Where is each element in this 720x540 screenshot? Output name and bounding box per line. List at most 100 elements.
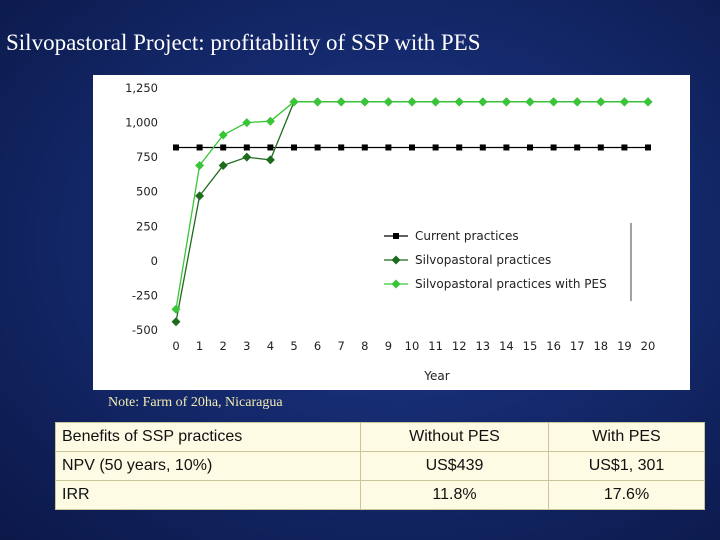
data-point xyxy=(196,144,203,151)
x-tick-label: 10 xyxy=(405,339,420,353)
data-point xyxy=(195,191,205,201)
data-point xyxy=(173,144,179,151)
y-tick-label: -250 xyxy=(132,288,158,302)
table-cell: Benefits of SSP practices xyxy=(55,422,361,452)
x-tick-label: 3 xyxy=(243,339,250,353)
data-point xyxy=(291,144,297,151)
data-point xyxy=(501,97,511,107)
legend-marker xyxy=(391,279,401,289)
table-cell: Without PES xyxy=(360,422,549,452)
x-tick-label: 8 xyxy=(361,339,368,353)
data-point xyxy=(454,97,464,107)
data-point xyxy=(385,144,392,151)
table-cell: With PES xyxy=(548,422,705,452)
x-tick-label: 13 xyxy=(475,339,490,353)
table-row: NPV (50 years, 10%) US$439 US$1, 301 xyxy=(55,451,705,481)
data-point xyxy=(243,144,250,151)
x-tick-label: 2 xyxy=(220,339,227,353)
summary-table: Benefits of SSP practices Without PES Wi… xyxy=(55,422,705,510)
data-point xyxy=(360,97,370,107)
legend-marker xyxy=(391,255,401,265)
table-cell: IRR xyxy=(55,480,361,510)
data-point xyxy=(478,97,488,107)
table-cell: 11.8% xyxy=(360,480,549,510)
x-axis-label: Year xyxy=(423,369,449,383)
data-point xyxy=(572,97,582,107)
legend-label: Current practices xyxy=(415,229,519,243)
data-point xyxy=(645,144,651,151)
x-tick-label: 16 xyxy=(546,339,561,353)
y-tick-label: 0 xyxy=(151,254,158,268)
data-point xyxy=(314,144,321,151)
data-point xyxy=(336,97,346,107)
x-tick-label: 11 xyxy=(428,339,443,353)
data-point xyxy=(289,97,299,107)
table-cell: NPV (50 years, 10%) xyxy=(55,451,361,481)
data-point xyxy=(242,118,252,128)
y-tick-label: 500 xyxy=(136,185,158,199)
data-point xyxy=(313,97,323,107)
data-point xyxy=(619,97,629,107)
data-point xyxy=(643,97,653,107)
data-point xyxy=(503,144,510,151)
x-tick-label: 7 xyxy=(338,339,345,353)
data-point xyxy=(218,130,228,140)
data-point xyxy=(361,144,368,151)
table-cell: US$1, 301 xyxy=(548,451,705,481)
data-point xyxy=(218,160,228,170)
x-tick-label: 14 xyxy=(499,339,514,353)
data-point xyxy=(407,97,417,107)
legend-label: Silvopastoral practices xyxy=(415,253,551,267)
y-tick-label: 1,000 xyxy=(125,116,158,130)
data-point xyxy=(265,116,275,126)
data-point xyxy=(431,97,441,107)
data-point xyxy=(527,144,533,151)
table-cell: US$439 xyxy=(360,451,549,481)
x-tick-label: 1 xyxy=(196,339,203,353)
legend-box xyxy=(378,223,631,301)
data-point xyxy=(171,304,181,314)
data-point xyxy=(171,317,181,327)
data-point xyxy=(242,152,252,162)
data-point xyxy=(597,144,604,151)
data-point xyxy=(267,144,274,151)
data-point xyxy=(596,97,606,107)
data-point xyxy=(195,160,205,170)
x-tick-label: 5 xyxy=(290,339,297,353)
data-point xyxy=(220,144,227,151)
data-point xyxy=(549,97,559,107)
x-tick-label: 15 xyxy=(523,339,538,353)
data-point xyxy=(525,97,535,107)
x-tick-label: 9 xyxy=(385,339,392,353)
y-tick-label: 750 xyxy=(136,150,158,164)
x-tick-label: 4 xyxy=(267,339,274,353)
legend-label: Silvopastoral practices with PES xyxy=(415,277,607,291)
x-tick-label: 6 xyxy=(314,339,321,353)
x-tick-label: 17 xyxy=(570,339,585,353)
x-tick-label: 20 xyxy=(641,339,656,353)
data-point xyxy=(265,155,275,165)
data-point xyxy=(432,144,439,151)
x-tick-label: 0 xyxy=(172,339,179,353)
x-tick-label: 12 xyxy=(452,339,467,353)
y-tick-label: 250 xyxy=(136,219,158,233)
data-point xyxy=(479,144,486,151)
y-tick-label: -500 xyxy=(132,323,158,337)
data-point xyxy=(621,144,628,151)
slide-title: Silvopastoral Project: profitability of … xyxy=(6,30,481,55)
data-point xyxy=(383,97,393,107)
chart-panel: 1,250 1,000 750 500 250 0 -250 -500 0 1 2 3 4 5 6 7 8 9 10… xyxy=(93,75,690,390)
x-tick-label: 18 xyxy=(593,339,608,353)
data-point xyxy=(338,144,345,151)
data-point xyxy=(456,144,463,151)
table-cell: 17.6% xyxy=(548,480,705,510)
table-row: IRR 11.8% 17.6% xyxy=(55,480,705,510)
x-tick-label: 19 xyxy=(617,339,632,353)
data-point xyxy=(409,144,415,151)
data-point xyxy=(574,144,581,151)
chart-note: Note: Farm of 20ha, Nicaragua xyxy=(108,395,283,410)
y-tick-label: 1,250 xyxy=(125,81,158,95)
legend-marker xyxy=(393,233,399,239)
data-point xyxy=(550,144,557,151)
